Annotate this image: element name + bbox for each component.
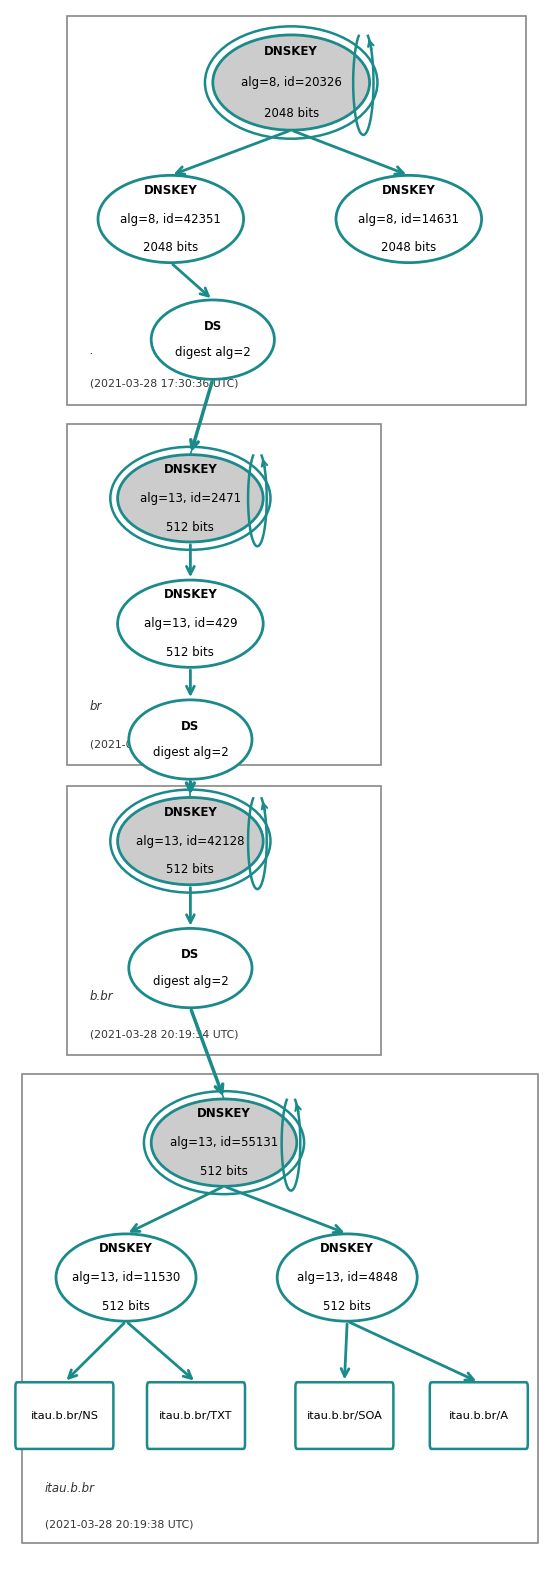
Text: (2021-03-28 17:30:36 UTC): (2021-03-28 17:30:36 UTC) (90, 379, 238, 389)
Text: alg=13, id=4848: alg=13, id=4848 (297, 1271, 398, 1284)
Text: 2048 bits: 2048 bits (381, 241, 436, 254)
Text: (2021-03-28 20:19:38 UTC): (2021-03-28 20:19:38 UTC) (45, 1520, 193, 1530)
Bar (67, 16, 526, 405)
Text: DS: DS (181, 720, 199, 733)
Text: DNSKEY: DNSKEY (164, 463, 217, 476)
Text: DNSKEY: DNSKEY (320, 1243, 374, 1255)
Text: DNSKEY: DNSKEY (144, 184, 198, 197)
FancyBboxPatch shape (16, 1382, 113, 1449)
Text: itau.b.br/TXT: itau.b.br/TXT (159, 1411, 233, 1420)
Text: DNSKEY: DNSKEY (164, 589, 217, 601)
Text: DS: DS (204, 321, 222, 333)
Ellipse shape (118, 579, 263, 667)
Text: 512 bits: 512 bits (166, 521, 214, 533)
FancyBboxPatch shape (430, 1382, 528, 1449)
Ellipse shape (118, 797, 263, 886)
Text: digest alg=2: digest alg=2 (152, 974, 228, 987)
Text: DNSKEY: DNSKEY (164, 806, 217, 819)
Text: (2021-03-28 20:19:34 UTC): (2021-03-28 20:19:34 UTC) (90, 1030, 238, 1039)
Bar (67, 786, 381, 1055)
Ellipse shape (56, 1235, 196, 1320)
Ellipse shape (336, 176, 482, 262)
Text: alg=13, id=42128: alg=13, id=42128 (136, 835, 245, 847)
Text: alg=13, id=55131: alg=13, id=55131 (170, 1136, 278, 1149)
Text: br: br (90, 700, 102, 713)
Text: alg=13, id=2471: alg=13, id=2471 (140, 492, 241, 505)
Ellipse shape (277, 1235, 417, 1320)
Text: DNSKEY: DNSKEY (197, 1108, 251, 1120)
Text: digest alg=2: digest alg=2 (175, 346, 251, 359)
Ellipse shape (118, 454, 263, 541)
Text: 2048 bits: 2048 bits (143, 241, 198, 254)
Text: itau.b.br/NS: itau.b.br/NS (30, 1411, 99, 1420)
Text: 2048 bits: 2048 bits (264, 108, 319, 121)
Text: DNSKEY: DNSKEY (382, 184, 436, 197)
FancyBboxPatch shape (296, 1382, 393, 1449)
Text: b.br: b.br (90, 990, 113, 1003)
Text: (2021-03-28 18:05:30 UTC): (2021-03-28 18:05:30 UTC) (90, 740, 238, 749)
Text: DNSKEY: DNSKEY (99, 1243, 153, 1255)
Text: itau.b.br/A: itau.b.br/A (449, 1411, 509, 1420)
Bar (67, 424, 381, 765)
Text: DNSKEY: DNSKEY (264, 44, 318, 57)
Ellipse shape (98, 176, 244, 262)
Text: 512 bits: 512 bits (166, 863, 214, 876)
Ellipse shape (129, 928, 252, 1008)
Text: 512 bits: 512 bits (166, 646, 214, 659)
Text: alg=8, id=20326: alg=8, id=20326 (241, 76, 342, 89)
Text: digest alg=2: digest alg=2 (152, 746, 228, 759)
Text: 512 bits: 512 bits (323, 1300, 371, 1312)
Text: itau.b.br/SOA: itau.b.br/SOA (306, 1411, 382, 1420)
Text: alg=13, id=429: alg=13, id=429 (143, 617, 237, 630)
Text: 512 bits: 512 bits (102, 1300, 150, 1312)
Text: .: . (90, 344, 94, 357)
Text: DS: DS (181, 949, 199, 962)
Ellipse shape (129, 700, 252, 779)
Ellipse shape (213, 35, 370, 130)
FancyBboxPatch shape (147, 1382, 245, 1449)
Ellipse shape (151, 300, 274, 379)
Ellipse shape (151, 1098, 297, 1185)
Text: alg=8, id=14631: alg=8, id=14631 (358, 213, 459, 225)
Bar (22, 1074, 538, 1543)
Text: itau.b.br: itau.b.br (45, 1482, 95, 1495)
Text: alg=13, id=11530: alg=13, id=11530 (72, 1271, 180, 1284)
Text: alg=8, id=42351: alg=8, id=42351 (120, 213, 221, 225)
Text: 512 bits: 512 bits (200, 1165, 248, 1178)
